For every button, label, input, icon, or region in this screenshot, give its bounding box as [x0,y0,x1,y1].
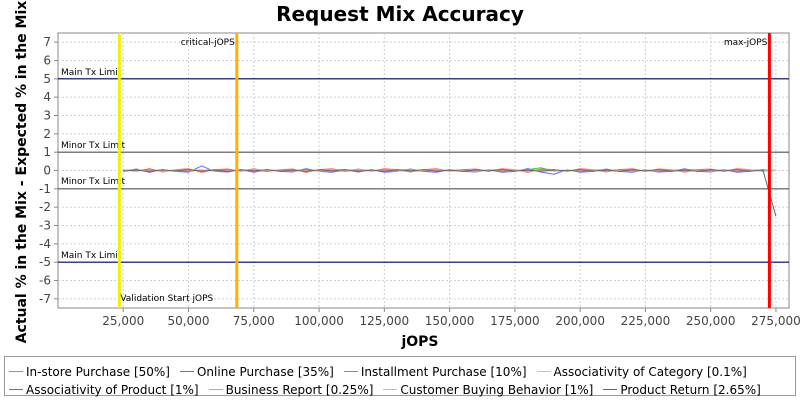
legend-label: Installment Purchase [10%] [360,365,527,379]
y-tick-label: -7 [39,292,51,306]
limit-line-label: Minor Tx Limit [61,177,126,187]
x-tick-label: 150,000 [425,314,475,328]
y-tick-label: 2 [43,127,51,141]
y-tick-label: 4 [43,90,51,104]
legend-swatch [343,371,358,372]
legend-label: Online Purchase [35%] [196,365,334,379]
legend-label: Customer Buying Behavior [1%] [400,383,594,397]
legend-item: Customer Buying Behavior [1%] [383,383,593,397]
legend-swatch [208,389,223,390]
y-tick-label: -5 [39,255,51,269]
legend-row: In-store Purchase [50%] Online Purchase [… [9,361,757,380]
x-tick-label: 100,000 [294,314,344,328]
legend-item: Product Return [2.65%] [603,383,761,397]
y-ticks: 7 6 5 4 3 2 1 0 -1 -2 -3 -4 -5 -6 -7 [39,35,58,306]
y-tick-label: 1 [43,145,51,159]
y-tick-label: -4 [39,237,51,251]
vertical-markers: Validation Start jOPS critical-jOPS max-jO… [117,33,771,308]
legend-item: Associativity of Category [0.1%] [536,365,747,379]
y-tick-label: 0 [43,164,51,178]
y-tick-label: 3 [43,109,51,123]
x-tick-label: 275,000 [751,314,800,328]
y-tick-label: -2 [39,200,51,214]
y-tick-label: 5 [43,72,51,86]
legend-item: Installment Purchase [10%] [343,365,527,379]
x-tick-label: 25,000 [102,314,144,328]
legend-label: Business Report [0.25%] [225,383,374,397]
x-ticks: 25,000 50,000 75,000 100,000 125,000 150,000 1… [102,308,800,328]
legend-label: Associativity of Category [0.1%] [553,365,747,379]
limit-line-label: Main Tx Limit [61,251,122,261]
x-tick-label: 75,000 [233,314,275,328]
legend-swatch [9,389,23,390]
x-axis-label: jOPS [400,334,438,350]
x-tick-label: 225,000 [621,314,671,328]
vertical-marker-label: critical-jOPS [181,38,235,48]
limit-line-label: Minor Tx Limit [61,141,126,151]
legend: In-store Purchase [50%] Online Purchase [… [4,356,796,398]
legend-item: Business Report [0.25%] [208,383,374,397]
y-tick-label: 7 [43,35,51,49]
legend-label: Associativity of Product [1%] [26,383,199,397]
y-tick-label: -3 [39,219,51,233]
legend-item: In-store Purchase [50%] [9,365,170,379]
legend-swatch [179,371,194,372]
chart-title: Request Mix Accuracy [276,2,524,26]
x-tick-label: 200,000 [555,314,605,328]
legend-label: In-store Purchase [50%] [26,365,170,379]
legend-item: Associativity of Product [1%] [9,383,199,397]
vertical-marker-label: max-jOPS [724,38,768,48]
legend-item: Online Purchase [35%] [179,365,334,379]
limit-line-label: Main Tx Limit [61,68,122,78]
y-axis-label: Actual % in the Mix - Expected % in the … [14,1,30,344]
x-tick-label: 50,000 [168,314,210,328]
legend-swatch [536,371,551,372]
series-line [123,169,777,217]
x-tick-label: 125,000 [360,314,410,328]
y-tick-label: -6 [39,274,51,288]
legend-swatch [383,389,398,390]
y-tick-label: 6 [43,54,51,68]
legend-swatch [603,389,618,390]
legend-label: Product Return [2.65%] [620,383,761,397]
legend-row: Associativity of Product [1%] Business Re… [9,379,771,398]
y-tick-label: -1 [39,182,51,196]
vertical-marker-label: Validation Start jOPS [120,294,213,304]
series-lines [123,165,777,217]
limit-lines: Main Tx Limit Minor Tx Limit Minor Tx Limi… [58,68,789,263]
legend-swatch [9,371,23,372]
x-tick-label: 175,000 [490,314,540,328]
x-tick-label: 250,000 [686,314,736,328]
